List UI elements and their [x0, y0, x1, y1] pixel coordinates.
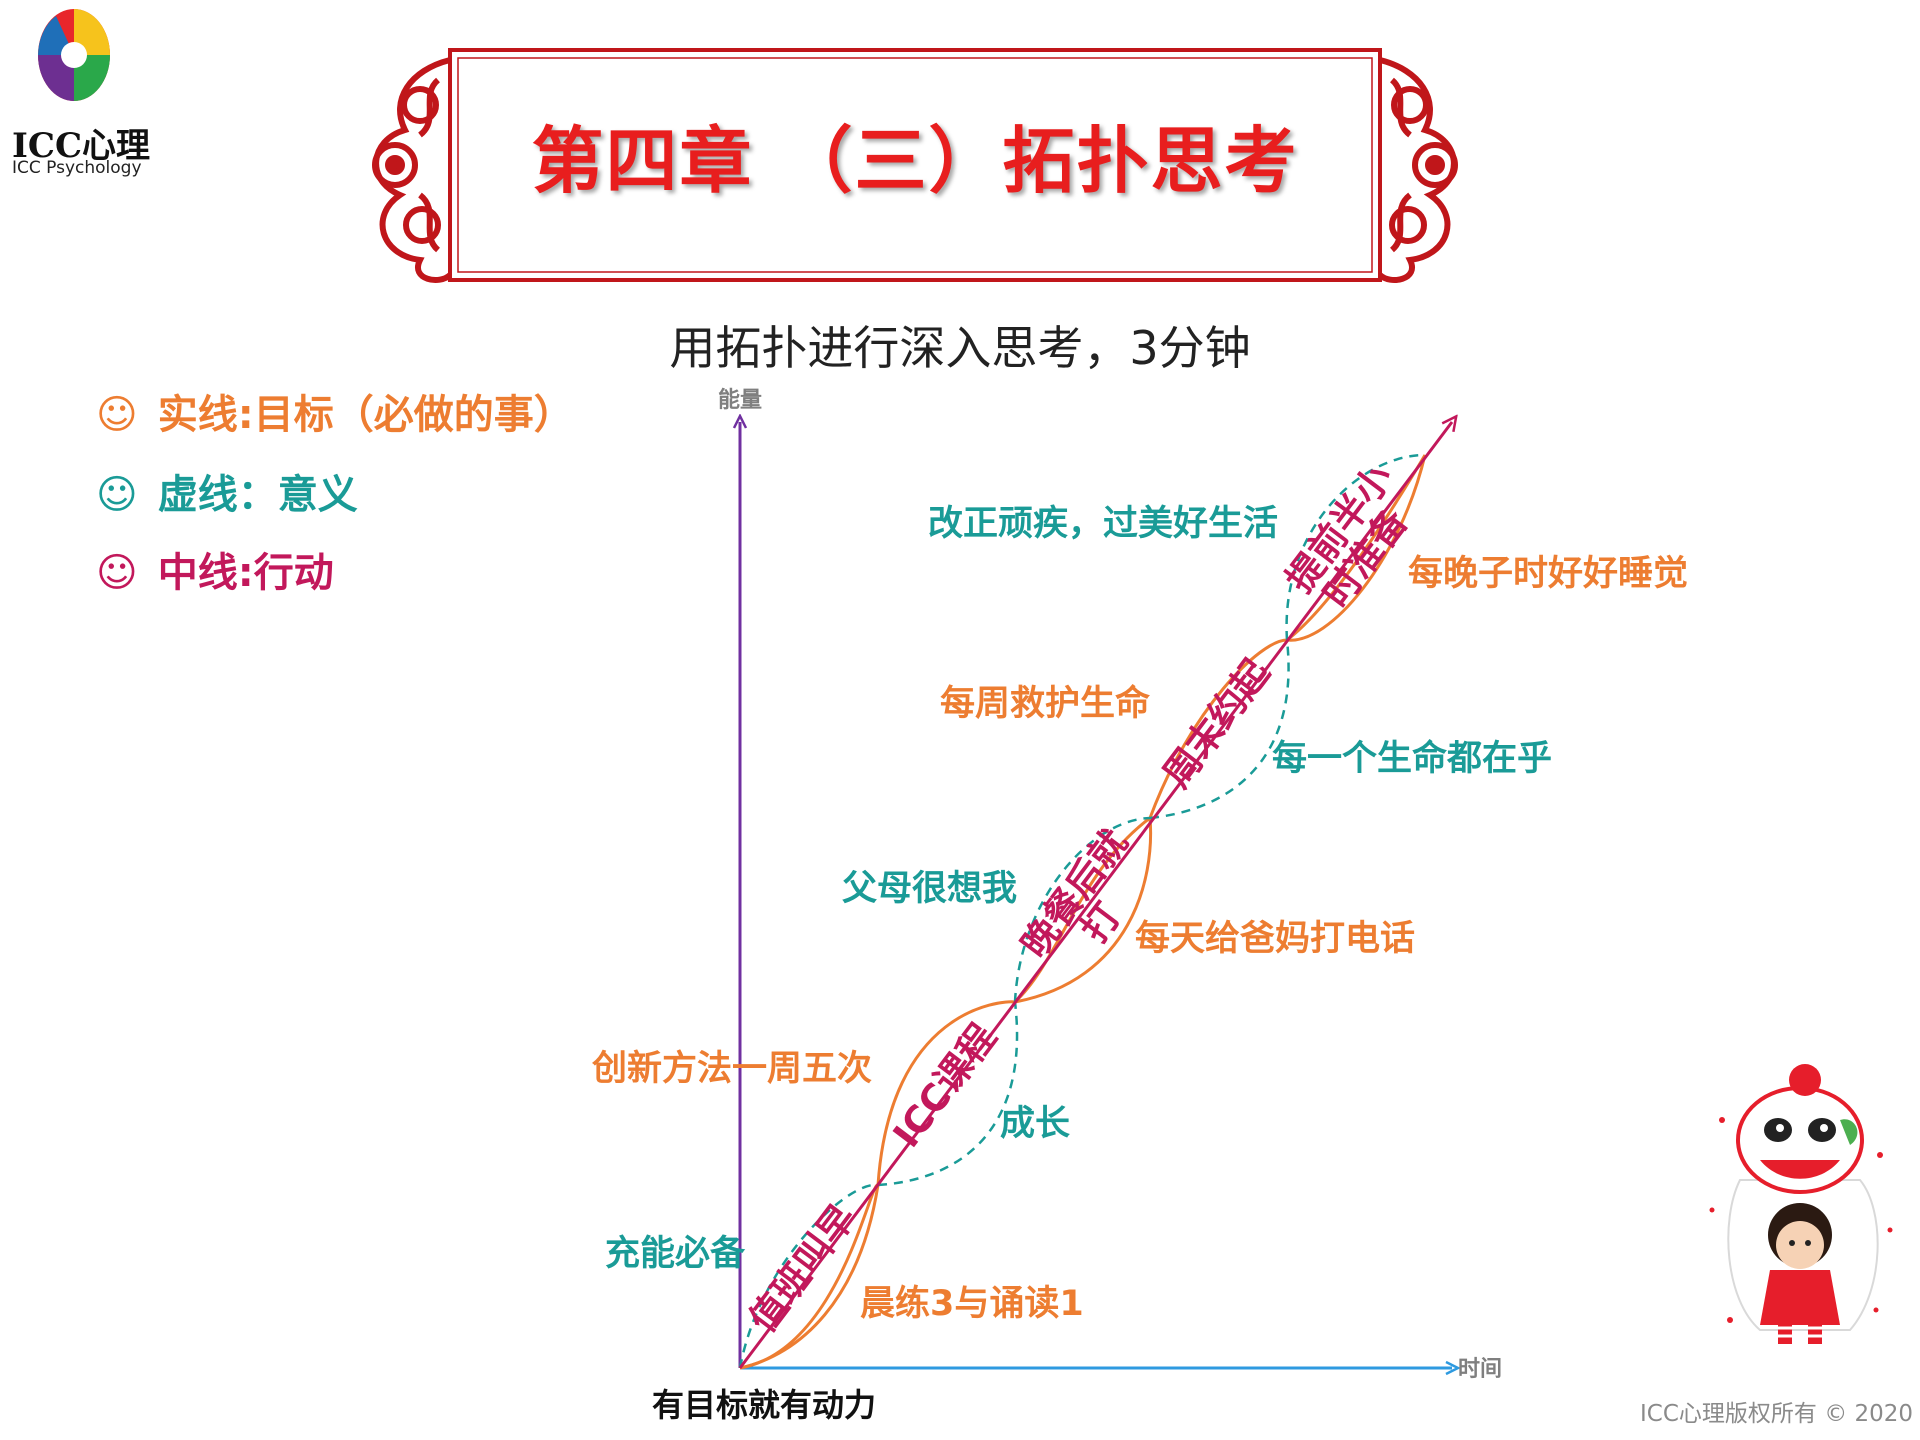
goal-label: 每晚子时好好睡觉 — [1408, 554, 1688, 594]
legend-middle: ☺ 中线:行动 — [96, 540, 334, 598]
diagram-caption: 有目标就有动力 — [652, 1386, 877, 1424]
smile-icon: ☺ — [96, 392, 138, 438]
solid-goal-curves — [739, 454, 1427, 1370]
legend-middle-label: 中线:行动 — [157, 550, 334, 596]
lion-dance-mascot-icon — [1709, 1064, 1893, 1344]
copyright: ICC心理版权所有 © 2020 — [1640, 1401, 1914, 1427]
right-ornament-icon — [1377, 57, 1458, 283]
meaning-label: 父母很想我 — [842, 869, 1017, 909]
meaning-label: 每一个生命都在乎 — [1272, 738, 1552, 779]
meaning-label: 改正顽疾，过美好生活 — [928, 504, 1278, 544]
page-subtitle: 用拓扑进行深入思考，3分钟 — [669, 321, 1251, 375]
title-banner — [372, 48, 1458, 283]
smile-icon: ☺ — [96, 550, 138, 596]
logo: ICC心理 ICC Psychology — [8, 6, 150, 181]
x-axis-label: 时间 — [1458, 1357, 1502, 1382]
action-label: 晚餐后就 — [1013, 821, 1136, 965]
page-title: 第四章 （三）拓扑思考 — [531, 119, 1299, 203]
logo-circle-icon — [38, 9, 110, 101]
legend-dashed-label: 虚线：意义 — [157, 472, 358, 518]
dashed-meaning-curves — [738, 453, 1426, 1369]
action-label: 周末约起 — [1155, 651, 1279, 796]
goal-label: 创新方法一周五次 — [591, 1049, 872, 1089]
goal-label: 晨练3与诵读1 — [860, 1284, 1084, 1324]
meaning-label: 成长 — [1000, 1104, 1070, 1144]
left-ornament-icon — [372, 57, 453, 283]
legend-dashed: ☺ 虚线：意义 — [96, 462, 358, 520]
action-label: ICC课程 — [885, 1016, 1005, 1155]
logo-text-cn: ICC心理 — [12, 126, 151, 166]
meaning-label: 充能必备 — [605, 1234, 746, 1274]
legend-solid-label: 实线:目标（必做的事） — [157, 392, 574, 438]
legend-solid: ☺ 实线:目标（必做的事） — [96, 382, 574, 440]
logo-text-en: ICC Psychology — [12, 158, 142, 178]
goal-label: 每周救护生命 — [940, 683, 1150, 724]
y-axis-label: 能量 — [718, 387, 762, 413]
action-line — [738, 422, 1452, 1369]
action-label: 值班叫早 — [741, 1196, 864, 1340]
smile-icon: ☺ — [96, 472, 138, 518]
goal-label: 每天给爸妈打电话 — [1135, 919, 1415, 959]
